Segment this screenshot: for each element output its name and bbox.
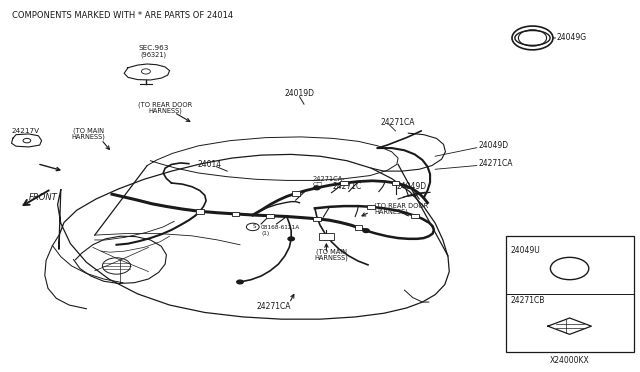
Bar	[411, 214, 419, 218]
Text: SEC.963: SEC.963	[138, 45, 169, 51]
Text: 08168-6121A: 08168-6121A	[261, 225, 300, 230]
Text: (TO REAR DOOR: (TO REAR DOOR	[374, 202, 429, 209]
Text: 24049D: 24049D	[397, 182, 427, 191]
Text: (TO MAIN: (TO MAIN	[316, 249, 347, 256]
Bar	[340, 181, 348, 185]
Bar	[313, 217, 321, 221]
Text: (TO MAIN: (TO MAIN	[73, 128, 104, 134]
Bar	[292, 191, 300, 196]
Text: X24000KX: X24000KX	[550, 356, 589, 365]
Text: (1): (1)	[262, 231, 269, 236]
Text: 24217V: 24217V	[12, 128, 40, 134]
Bar	[367, 205, 375, 209]
Bar	[266, 214, 274, 218]
Text: 24049D: 24049D	[479, 141, 509, 150]
Text: 24271CA: 24271CA	[257, 302, 291, 311]
Text: 24014: 24014	[197, 160, 221, 169]
Bar	[506, 236, 634, 352]
Circle shape	[288, 237, 294, 241]
Text: HARNESS): HARNESS)	[72, 134, 105, 140]
Bar	[319, 233, 334, 240]
Bar	[232, 212, 239, 216]
Text: 24271CA: 24271CA	[479, 159, 513, 168]
Text: 24271CB: 24271CB	[511, 296, 545, 305]
Text: 24019D: 24019D	[285, 89, 315, 98]
Circle shape	[314, 186, 320, 190]
Text: COMPONENTS MARKED WITH * ARE PARTS OF 24014: COMPONENTS MARKED WITH * ARE PARTS OF 24…	[12, 11, 233, 20]
Text: HARNESS): HARNESS)	[148, 108, 182, 114]
Text: (96321): (96321)	[141, 51, 166, 58]
Circle shape	[237, 280, 243, 284]
Text: (TO REAR DOOR: (TO REAR DOOR	[138, 102, 192, 108]
Text: 24271C: 24271C	[333, 182, 362, 191]
Text: C□: C□	[312, 182, 323, 187]
Text: 24271CA-: 24271CA-	[312, 176, 345, 182]
Text: S: S	[252, 224, 256, 230]
Bar	[196, 209, 204, 214]
Text: 24049G: 24049G	[557, 33, 587, 42]
Text: 24049U: 24049U	[511, 246, 540, 254]
Text: HARNESS): HARNESS)	[315, 255, 348, 262]
Text: 24271CA: 24271CA	[381, 118, 415, 126]
Bar	[392, 181, 399, 185]
Circle shape	[363, 229, 369, 232]
Text: FRONT: FRONT	[29, 193, 58, 202]
Bar	[355, 225, 362, 230]
Text: HARNESS): HARNESS)	[374, 208, 408, 215]
